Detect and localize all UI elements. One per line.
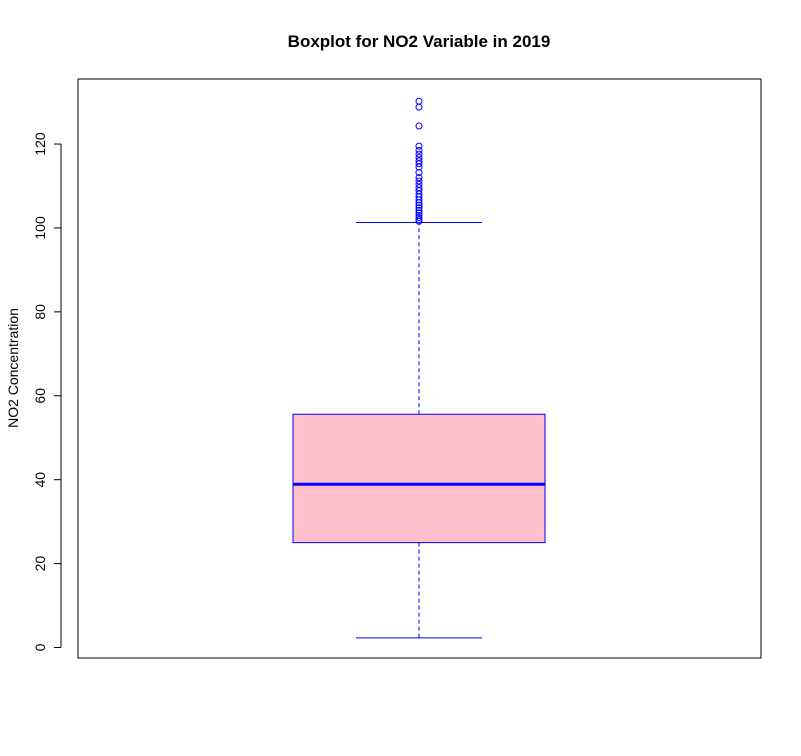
chart-title: Boxplot for NO2 Variable in 2019 xyxy=(288,32,551,51)
outlier-point xyxy=(415,150,423,158)
outlier-point xyxy=(415,97,423,105)
y-tick-label: 120 xyxy=(32,132,48,156)
outlier-point xyxy=(415,153,423,161)
y-tick-label: 20 xyxy=(32,556,48,572)
outlier-point xyxy=(415,142,423,150)
outlier-point xyxy=(415,213,423,221)
outlier-point xyxy=(415,216,423,224)
y-tick-label: 40 xyxy=(32,472,48,488)
y-tick-label: 0 xyxy=(32,643,48,651)
outlier-point xyxy=(415,146,423,154)
plot-area xyxy=(292,97,546,639)
outlier-point xyxy=(415,209,423,217)
outlier-point xyxy=(415,211,423,219)
outlier-point xyxy=(415,177,423,185)
outlier-point xyxy=(415,122,423,130)
outlier-point xyxy=(415,184,423,192)
plot-frame xyxy=(77,78,762,659)
outlier-point xyxy=(415,204,423,212)
outlier-point xyxy=(415,174,423,182)
outlier-point xyxy=(415,206,423,214)
iqr-box xyxy=(292,413,546,544)
y-tick-label: 60 xyxy=(32,388,48,404)
outlier-point xyxy=(415,103,423,111)
y-axis-label: NO2 Concentration xyxy=(5,308,21,428)
y-tick-label: 80 xyxy=(32,304,48,320)
outlier-point xyxy=(415,180,423,188)
y-axis: 0 20 40 60 80 100 120 xyxy=(32,132,62,651)
outlier-point xyxy=(415,169,423,177)
outlier-point xyxy=(415,157,423,165)
y-tick-label: 100 xyxy=(32,216,48,240)
outlier-point xyxy=(415,201,423,209)
